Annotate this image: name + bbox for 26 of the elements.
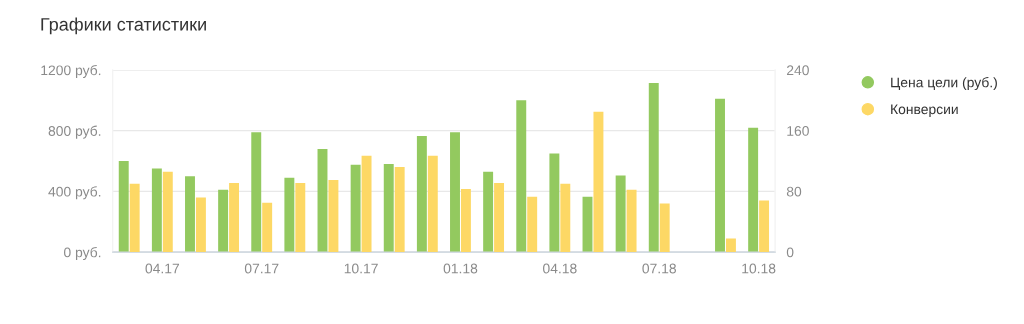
x-tick-label: 04.18 (543, 263, 577, 274)
legend-label: Конверсии (891, 104, 958, 117)
x-tick-label: 07.18 (642, 263, 676, 274)
chart-title: Графики статистики (41, 17, 206, 35)
y2-tick-label: 0 (786, 247, 794, 258)
bar (715, 98, 725, 253)
y-tick-label: 400 руб. (48, 186, 101, 200)
bar (725, 238, 736, 253)
bar (516, 100, 527, 253)
bar (659, 203, 670, 253)
y-tick-label: 1200 руб. (41, 64, 101, 78)
bar (748, 127, 759, 253)
y2-tick-label: 80 (786, 186, 802, 197)
x-tick-label: 07.17 (244, 263, 279, 274)
y-tick-label: 0 руб. (64, 246, 101, 261)
y2-tick-label: 160 (787, 126, 809, 136)
bar (593, 111, 604, 253)
bar (648, 82, 659, 253)
y2-tick-label: 240 (786, 65, 809, 76)
y-tick-label: 800 руб. (48, 125, 101, 139)
x-tick-label: 04.17 (145, 263, 180, 274)
legend-label: Цена цели (руб.) (891, 77, 997, 91)
x-tick-label: 10.18 (742, 263, 776, 274)
bar (251, 132, 262, 253)
x-tick-label: 01.18 (443, 263, 478, 274)
x-tick-label: 10.17 (344, 263, 378, 274)
